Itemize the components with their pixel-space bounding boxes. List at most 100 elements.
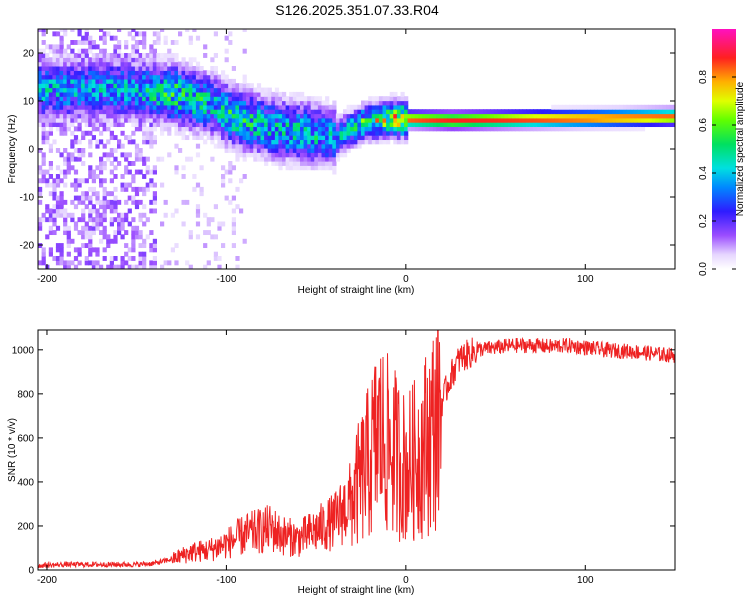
spectrogram-cell — [45, 66, 50, 71]
spectrogram-cell — [267, 126, 272, 132]
spectrogram-cell — [149, 247, 154, 253]
spectrogram-cell — [296, 113, 301, 119]
spectrogram-cell — [59, 53, 64, 58]
spectrogram-cell — [282, 113, 287, 119]
spectrogram-cell — [217, 139, 222, 145]
snr-y-tick-label: 1000 — [12, 345, 35, 356]
spectrogram-cell — [500, 113, 506, 119]
spectrogram-cell — [117, 217, 122, 223]
spectrogram-cell — [138, 100, 143, 106]
spectrogram-cell — [562, 104, 567, 110]
spectrogram-cell — [138, 78, 143, 84]
spectrogram-cell — [167, 152, 172, 158]
spectrogram-cell — [644, 113, 649, 119]
spectrogram-cell — [145, 66, 150, 71]
spectrogram-cell — [522, 122, 527, 128]
spectrogram-cell — [400, 113, 405, 119]
spectrogram-cell — [52, 96, 57, 102]
spectrogram-cell — [364, 104, 369, 110]
spectrogram-cell — [124, 74, 129, 80]
spectrogram-cell — [185, 156, 190, 162]
spectrogram-cell — [249, 100, 254, 106]
spectrogram-cell — [296, 135, 301, 141]
spectrogram-cell — [447, 126, 452, 132]
spectrogram-cell — [149, 243, 154, 249]
spectrogram-cell — [52, 139, 57, 145]
spectrogram-cell — [127, 78, 132, 84]
spectrogram-cell — [152, 74, 157, 80]
spectrogram-cell — [195, 221, 201, 227]
spectrogram-cell — [142, 104, 147, 110]
spectrogram-cell — [526, 117, 531, 123]
spectrogram-cell — [52, 256, 57, 261]
spectrogram-cell — [38, 100, 43, 106]
spectrogram-cell — [310, 122, 315, 128]
spectrogram-cell — [206, 87, 211, 93]
spectrogram-cell — [289, 113, 294, 119]
colorbar-axis: 0.00.20.40.60.8 — [698, 70, 736, 276]
spectrogram-cell — [84, 66, 89, 71]
spectrogram-cell — [145, 130, 150, 136]
spectrogram-cell — [210, 78, 215, 84]
spectrogram-cell — [651, 122, 656, 128]
spectrogram-cell — [73, 117, 79, 123]
spectrogram-cell — [188, 35, 193, 41]
spectrogram-cell — [160, 109, 165, 115]
spectrogram-cell — [221, 78, 226, 84]
spectrogram-cell — [203, 230, 208, 236]
spectrogram-cell — [117, 212, 122, 218]
spectrogram-cell — [328, 165, 333, 171]
spectrogram-cell — [264, 143, 269, 149]
spectrogram-cell — [195, 83, 201, 89]
spectrogram-cell — [195, 96, 201, 102]
spectrogram-cell — [156, 156, 161, 162]
spectrogram-cell — [134, 109, 140, 115]
spectrogram-cell — [77, 100, 82, 106]
spectrogram-cell — [213, 100, 218, 106]
spectrogram-cell — [109, 208, 114, 214]
spectrogram-cell — [41, 87, 46, 93]
spectrogram-cell — [375, 122, 380, 128]
spectrogram-cell — [221, 74, 226, 80]
spectrogram-cell — [45, 135, 50, 141]
spectrogram-cell — [81, 57, 86, 63]
spectrogram-cell — [651, 113, 656, 119]
spectrogram-cell — [400, 130, 405, 136]
spectrogram-cell — [357, 113, 362, 119]
spectrogram-cell — [170, 96, 175, 102]
spectrogram-cell — [436, 109, 441, 115]
spectrogram-cell — [325, 161, 330, 166]
spectrogram-cell — [300, 109, 305, 115]
spectrogram-cell — [300, 96, 305, 102]
spectrogram-cell — [185, 61, 190, 67]
spectrogram-cell — [145, 78, 150, 84]
spectrogram-cell — [203, 130, 208, 136]
spectrogram-cell — [91, 174, 96, 179]
spectrogram-cell — [221, 178, 226, 184]
spectrogram-cell — [256, 130, 262, 136]
spectrogram-cell — [562, 109, 567, 115]
spectrogram-cell — [134, 87, 140, 93]
spectrogram-cell — [246, 152, 251, 158]
spectrogram-cell — [52, 186, 57, 192]
spectrogram-cell — [138, 256, 143, 261]
spectrogram-cell — [217, 122, 222, 128]
spectrogram-cell — [242, 122, 247, 128]
spectrogram-cell — [332, 117, 337, 123]
spectrogram-cell — [109, 61, 114, 67]
spectrogram-cell — [282, 135, 287, 141]
spectrogram-cell — [623, 117, 628, 123]
spectrogram-cell — [364, 109, 369, 115]
spectrogram-cell — [48, 61, 53, 67]
spectrogram-cell — [235, 83, 240, 89]
spectrogram-cell — [228, 96, 233, 102]
spectrogram-cell — [63, 96, 68, 102]
spectrogram-cell — [307, 143, 312, 149]
spectrogram-cell — [131, 61, 136, 67]
spectrogram-cell — [117, 61, 122, 67]
spectrogram-cell — [124, 251, 129, 257]
spectrogram-cell — [52, 31, 57, 37]
spectrogram-cell — [113, 109, 118, 115]
spectrogram-cell — [307, 161, 312, 166]
